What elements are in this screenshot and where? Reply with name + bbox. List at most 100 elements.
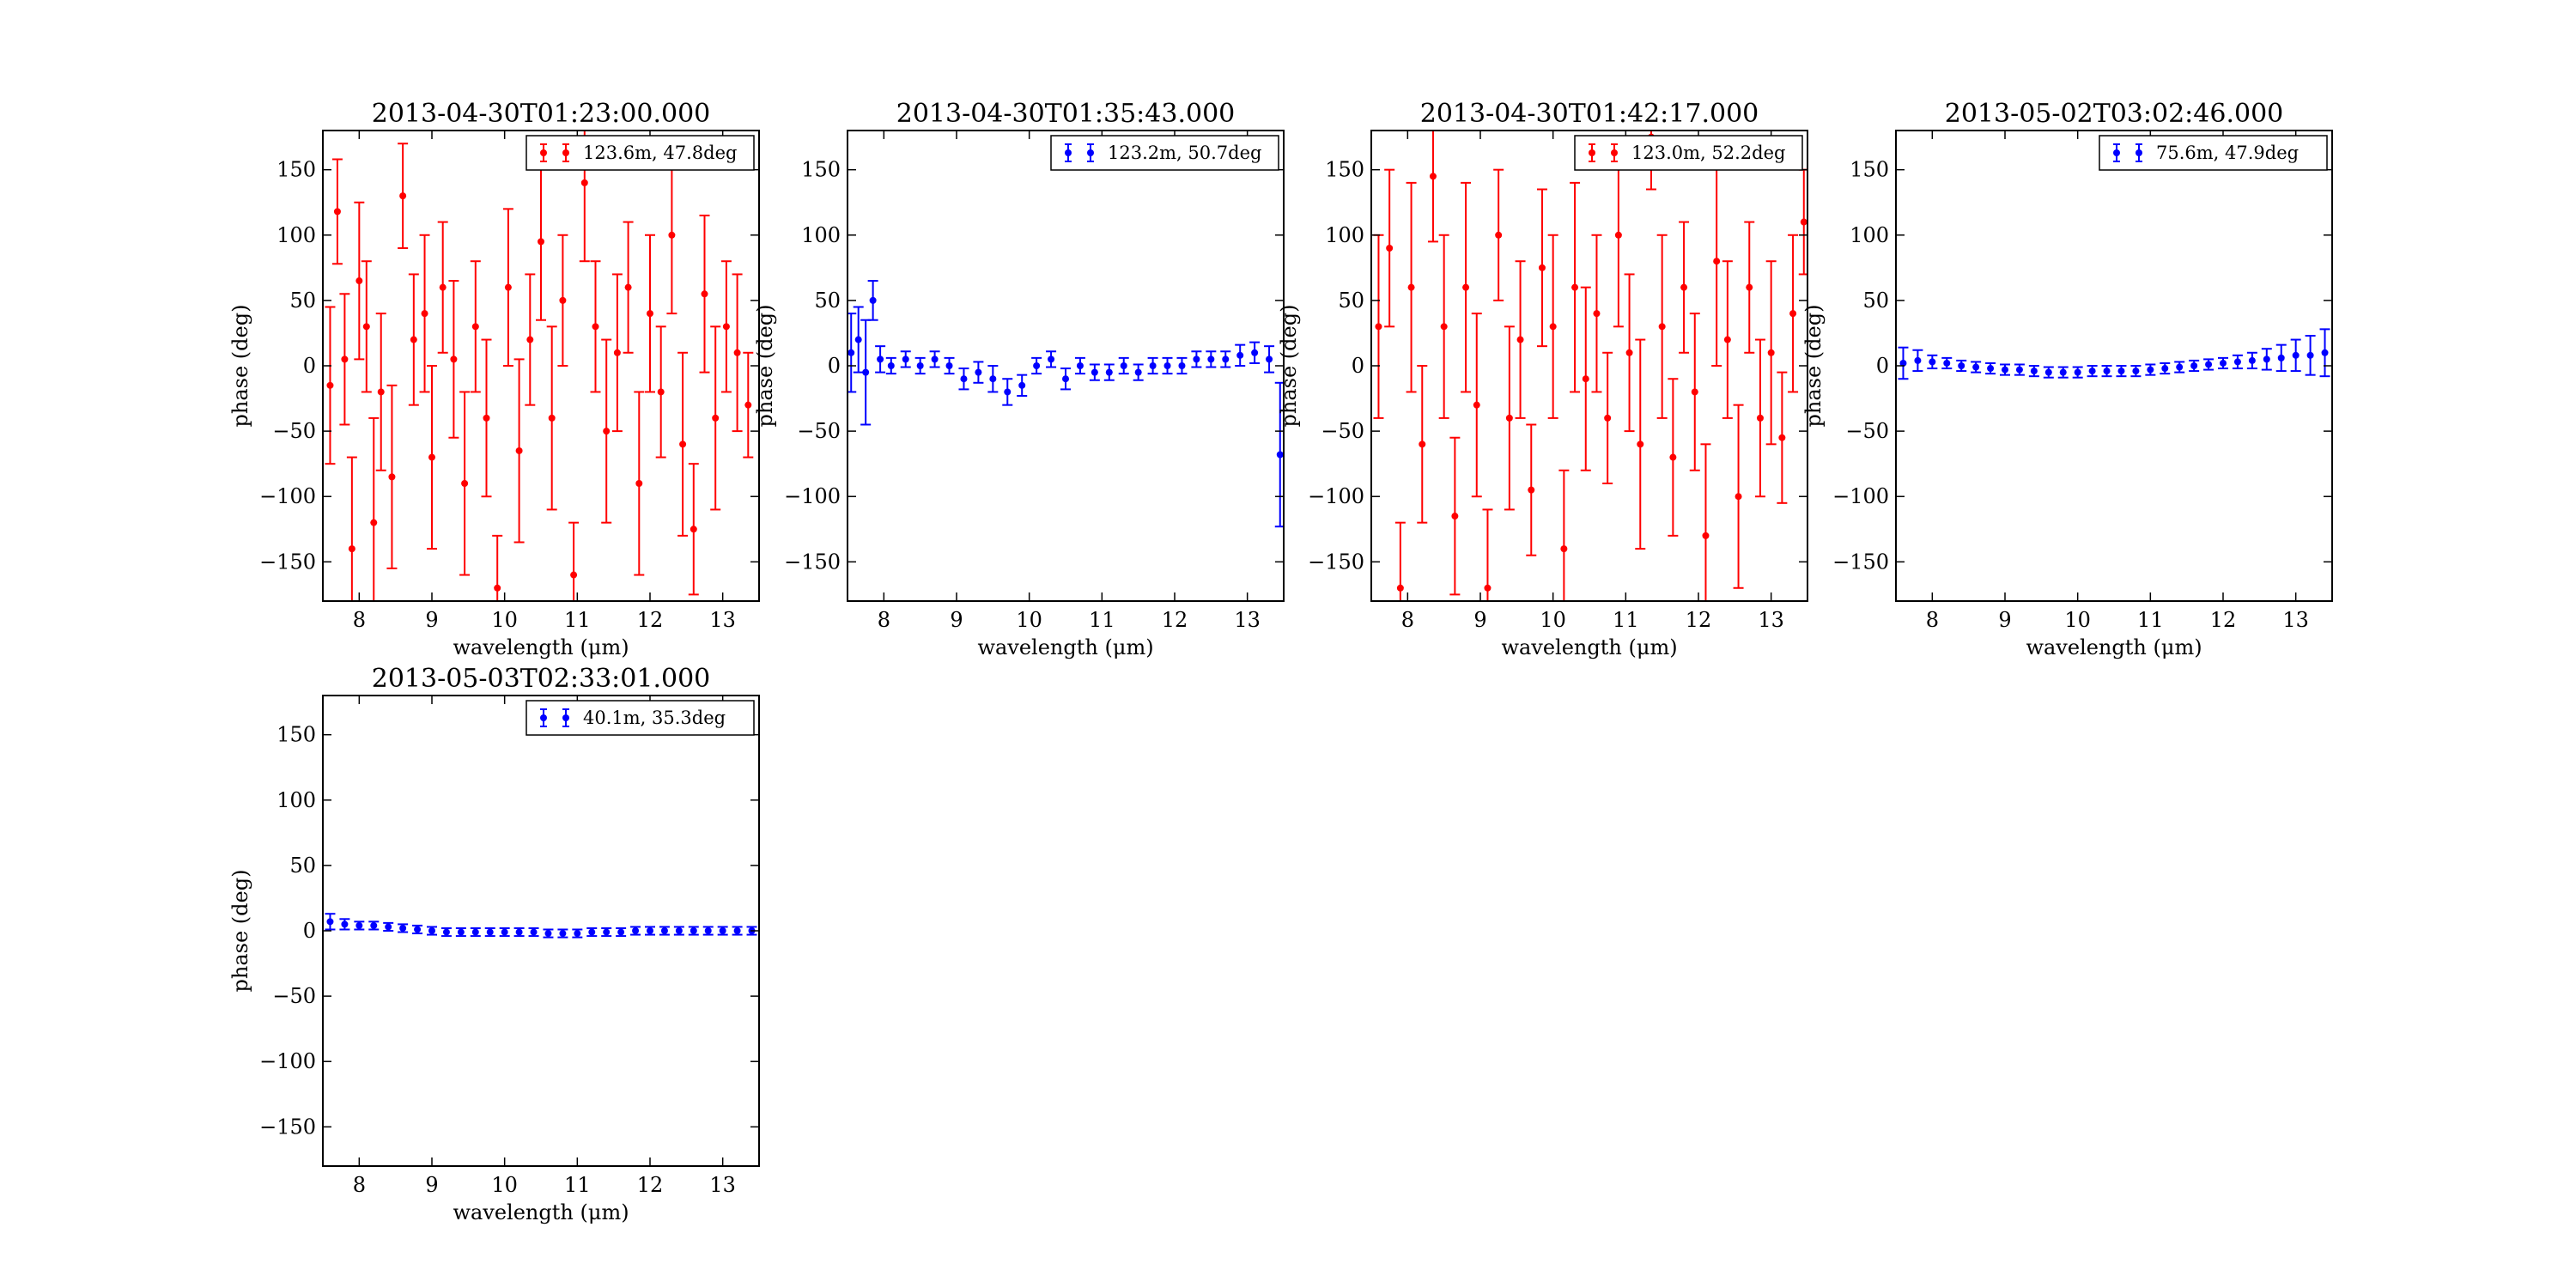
data-point [2015,366,2023,374]
data-point [538,238,544,246]
data-point [388,473,396,481]
plot-area [325,913,757,939]
data-point [675,927,683,934]
data-point [428,453,435,461]
series-1 [325,131,754,601]
data-point [1396,584,1404,592]
y-tick-label: −50 [1321,419,1364,443]
y-tick-label: 50 [289,854,316,878]
data-point [2103,368,2111,375]
x-tick-label: 12 [637,608,664,632]
data-point [439,283,447,291]
legend-label: 123.2m, 50.7deg [1108,143,1261,163]
data-point [370,921,378,929]
data-point [1571,283,1579,291]
data-point [515,447,523,454]
data-point [570,571,578,579]
data-point [1018,381,1026,389]
y-tick-label: 100 [1850,223,1889,247]
data-point [494,584,501,592]
y-tick-label: −100 [259,1049,316,1073]
data-point [1943,359,1951,367]
data-point [854,336,862,343]
x-tick-label: 11 [564,1173,591,1197]
x-tick-label: 10 [491,608,518,632]
data-point [1163,362,1171,369]
data-point [1746,283,1753,291]
data-point [2292,351,2300,359]
data-point [1120,362,1127,369]
x-tick-label: 10 [1016,608,1042,632]
data-point [690,526,697,533]
x-tick-label: 12 [2210,608,2237,632]
data-point [2088,368,2096,375]
y-tick-label: −150 [784,550,841,574]
data-point [1560,545,1568,553]
data-point [1062,375,1069,383]
y-axis-label: phase (deg) [1277,305,1301,428]
data-point [647,927,653,934]
data-point [2205,361,2213,368]
data-point [1193,355,1200,363]
y-tick-label: 150 [276,723,316,747]
data-point [2233,358,2241,366]
data-point [1528,486,1535,494]
data-point [515,928,523,936]
data-point [2074,368,2081,376]
data-point [588,928,596,936]
legend: 123.0m, 52.2deg [1574,135,1803,171]
data-point [701,290,708,298]
data-point [960,375,968,383]
y-tick-label: −150 [1308,550,1364,574]
y-tick-label: 100 [1325,223,1364,247]
x-tick-label: 12 [1162,608,1188,632]
data-point [1958,362,1965,369]
data-point [2161,365,2169,373]
data-point [1462,283,1470,291]
data-point [2176,363,2184,371]
data-point [869,296,877,304]
legend: 123.6m, 47.8deg [526,135,755,171]
data-point [902,355,909,363]
data-point [624,283,632,291]
data-point [690,927,697,934]
y-tick-label: −50 [272,419,316,443]
data-point [501,928,508,936]
chart-title: 2013-04-30T01:42:17.000 [1420,99,1759,129]
data-point [471,323,479,331]
data-point [916,362,924,369]
legend-marker [2113,149,2120,156]
data-point [348,545,355,553]
legend-marker [1589,149,1595,156]
y-tick-label: −150 [1832,550,1889,574]
data-point [450,355,458,363]
data-point [1149,362,1157,369]
y-tick-label: 0 [303,919,316,943]
data-point [712,414,720,422]
data-point [719,927,726,934]
data-point [326,918,334,926]
y-tick-label: 50 [1862,289,1889,313]
y-axis-label: phase (deg) [228,305,252,428]
data-point [1713,258,1721,265]
series-1 [1373,131,1807,601]
data-point [559,296,567,304]
data-point [504,283,512,291]
data-point [603,428,611,435]
y-tick-label: −100 [1308,484,1364,508]
data-point [1236,351,1244,359]
data-point [668,231,676,239]
data-point [1419,440,1426,448]
x-tick-label: 8 [353,1173,366,1197]
data-point [385,923,392,931]
subplot-1: 2013-04-30T01:23:00.000 8 9 10 11 12 13 −150 −10… [228,99,760,659]
data-point [1033,362,1041,369]
y-tick-label: 100 [801,223,841,247]
data-point [877,355,884,363]
data-point [704,927,712,934]
data-point [1899,359,1907,367]
data-point [1178,362,1186,369]
data-point [486,928,494,936]
data-point [1451,513,1459,520]
